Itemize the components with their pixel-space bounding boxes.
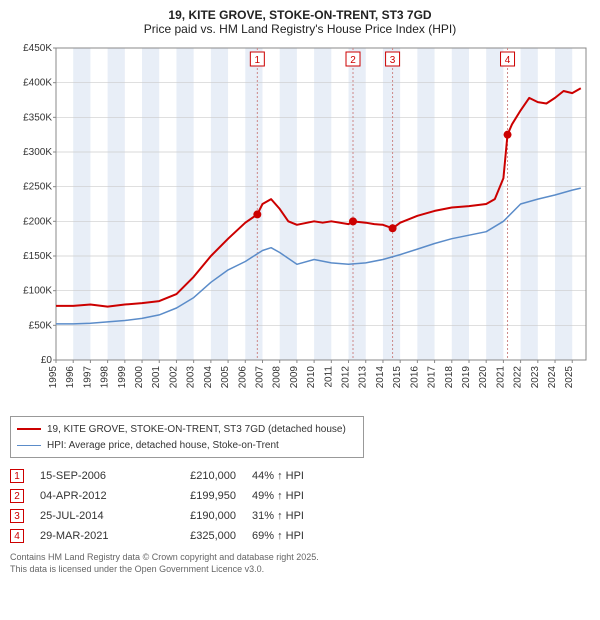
chart-title: 19, KITE GROVE, STOKE-ON-TRENT, ST3 7GD … — [10, 8, 590, 36]
svg-text:1997: 1997 — [82, 366, 93, 389]
footer-line2: This data is licensed under the Open Gov… — [10, 564, 590, 576]
svg-text:2022: 2022 — [513, 366, 524, 389]
svg-text:2001: 2001 — [151, 366, 162, 389]
svg-text:2002: 2002 — [168, 366, 179, 389]
legend-label-price-paid: 19, KITE GROVE, STOKE-ON-TRENT, ST3 7GD … — [47, 424, 346, 435]
svg-text:2012: 2012 — [341, 366, 352, 389]
sale-price: £210,000 — [156, 470, 236, 482]
legend-item-hpi: HPI: Average price, detached house, Stok… — [17, 437, 357, 453]
sale-marker-icon: 4 — [10, 529, 24, 543]
svg-text:2014: 2014 — [375, 366, 386, 389]
sale-hpi: 44% ↑ HPI — [252, 470, 332, 482]
svg-text:2003: 2003 — [186, 366, 197, 389]
line-chart-svg: £0 £50K £100K £150K £200K £250K £300K £350K £400… — [10, 40, 590, 410]
svg-text:2024: 2024 — [547, 366, 558, 389]
svg-text:2000: 2000 — [134, 366, 145, 389]
svg-text:£450K: £450K — [23, 43, 52, 54]
sales-table: 1 15-SEP-2006 £210,000 44% ↑ HPI 2 04-AP… — [10, 466, 590, 546]
svg-text:1: 1 — [255, 55, 261, 66]
svg-text:1999: 1999 — [117, 366, 128, 389]
svg-text:2019: 2019 — [461, 366, 472, 389]
title-subtitle: Price paid vs. HM Land Registry's House … — [10, 22, 590, 36]
footer-attribution: Contains HM Land Registry data © Crown c… — [10, 552, 590, 575]
svg-text:2018: 2018 — [444, 366, 455, 389]
svg-text:£100K: £100K — [23, 286, 52, 297]
svg-text:2010: 2010 — [306, 366, 317, 389]
sale-date: 04-APR-2012 — [40, 490, 140, 502]
svg-text:3: 3 — [390, 55, 396, 66]
sale-date: 25-JUL-2014 — [40, 510, 140, 522]
svg-text:2004: 2004 — [203, 366, 214, 389]
sale-hpi: 69% ↑ HPI — [252, 530, 332, 542]
svg-text:1995: 1995 — [48, 366, 59, 389]
svg-text:£300K: £300K — [23, 147, 52, 158]
svg-text:£150K: £150K — [23, 251, 52, 262]
legend-swatch-hpi — [17, 445, 41, 446]
svg-text:2011: 2011 — [323, 366, 334, 388]
footer-line1: Contains HM Land Registry data © Crown c… — [10, 552, 590, 564]
table-row: 4 29-MAR-2021 £325,000 69% ↑ HPI — [10, 526, 590, 546]
svg-text:2009: 2009 — [289, 366, 300, 389]
svg-text:£250K: £250K — [23, 182, 52, 193]
table-row: 3 25-JUL-2014 £190,000 31% ↑ HPI — [10, 506, 590, 526]
svg-text:2008: 2008 — [272, 366, 283, 389]
sale-hpi: 31% ↑ HPI — [252, 510, 332, 522]
svg-text:2021: 2021 — [495, 366, 506, 389]
sale-price: £325,000 — [156, 530, 236, 542]
sale-marker-icon: 3 — [10, 509, 24, 523]
table-row: 1 15-SEP-2006 £210,000 44% ↑ HPI — [10, 466, 590, 486]
svg-text:2016: 2016 — [409, 366, 420, 389]
svg-text:1998: 1998 — [100, 366, 111, 389]
svg-text:2: 2 — [350, 55, 356, 66]
svg-text:2006: 2006 — [237, 366, 248, 389]
chart-legend: 19, KITE GROVE, STOKE-ON-TRENT, ST3 7GD … — [10, 416, 364, 458]
svg-text:1996: 1996 — [65, 366, 76, 389]
svg-text:2023: 2023 — [530, 366, 541, 389]
title-address: 19, KITE GROVE, STOKE-ON-TRENT, ST3 7GD — [10, 8, 590, 22]
svg-text:£0: £0 — [41, 355, 53, 366]
legend-label-hpi: HPI: Average price, detached house, Stok… — [47, 440, 279, 451]
svg-text:2005: 2005 — [220, 366, 231, 389]
sale-price: £199,950 — [156, 490, 236, 502]
svg-text:£350K: £350K — [23, 112, 52, 123]
svg-text:2017: 2017 — [427, 366, 438, 389]
legend-item-price-paid: 19, KITE GROVE, STOKE-ON-TRENT, ST3 7GD … — [17, 421, 357, 437]
legend-swatch-price-paid — [17, 428, 41, 430]
svg-text:£400K: £400K — [23, 78, 52, 89]
svg-text:2015: 2015 — [392, 366, 403, 389]
svg-text:£50K: £50K — [29, 320, 53, 331]
chart-area: £0 £50K £100K £150K £200K £250K £300K £350K £400… — [10, 40, 590, 410]
svg-text:4: 4 — [505, 55, 511, 66]
svg-text:2020: 2020 — [478, 366, 489, 389]
sale-hpi: 49% ↑ HPI — [252, 490, 332, 502]
sale-date: 29-MAR-2021 — [40, 530, 140, 542]
svg-text:2007: 2007 — [254, 366, 265, 389]
sale-date: 15-SEP-2006 — [40, 470, 140, 482]
svg-text:2025: 2025 — [564, 366, 575, 389]
svg-text:£200K: £200K — [23, 216, 52, 227]
sale-marker-icon: 2 — [10, 489, 24, 503]
sale-marker-icon: 1 — [10, 469, 24, 483]
sale-price: £190,000 — [156, 510, 236, 522]
svg-text:2013: 2013 — [358, 366, 369, 389]
table-row: 2 04-APR-2012 £199,950 49% ↑ HPI — [10, 486, 590, 506]
